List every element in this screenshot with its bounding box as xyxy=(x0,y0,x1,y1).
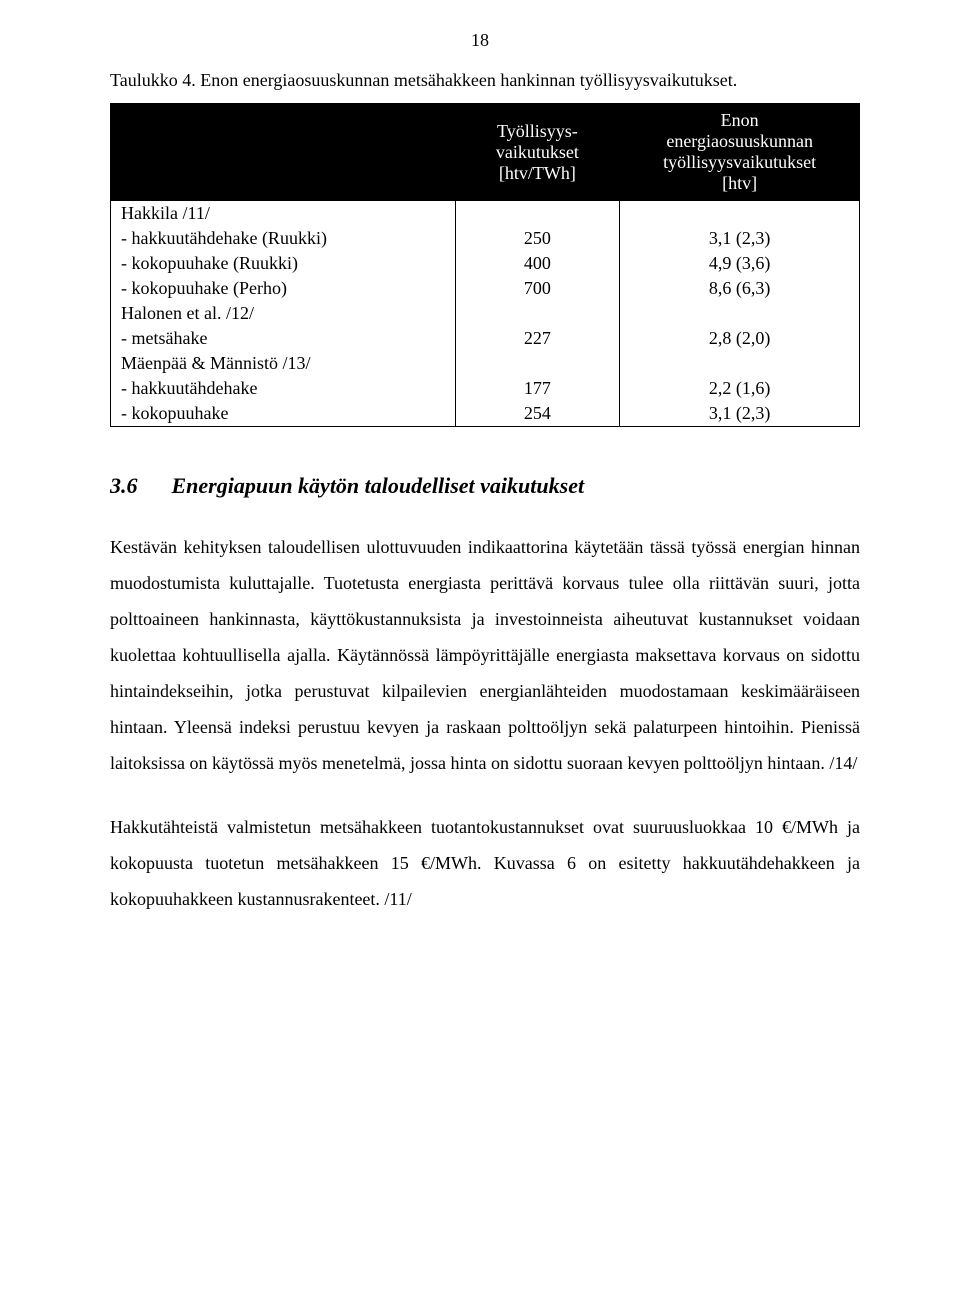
cell-right: 3,1 (2,3) xyxy=(620,401,860,427)
row-label: - kokopuuhake (Perho) xyxy=(111,276,456,301)
page-number: 18 xyxy=(471,30,489,51)
hdr-c3-l3: työllisyysvaikutukset xyxy=(663,152,816,172)
row-label: - kokopuuhake (Ruukki) xyxy=(111,251,456,276)
cell-mid: 177 xyxy=(455,376,620,401)
cell-right: 2,2 (1,6) xyxy=(620,376,860,401)
table-row: Mäenpää & Männistö /13/ xyxy=(111,351,860,376)
table-row: - kokopuuhake (Perho) 700 8,6 (6,3) xyxy=(111,276,860,301)
section-heading: 3.6 Energiapuun käytön taloudelliset vai… xyxy=(110,473,860,499)
cell-right: 2,8 (2,0) xyxy=(620,326,860,351)
table-header-col2: Työllisyys- vaikutukset [htv/TWh] xyxy=(455,104,620,201)
cell-mid xyxy=(455,351,620,376)
group-label: Hakkila /11/ xyxy=(111,201,456,227)
cell-right: 8,6 (6,3) xyxy=(620,276,860,301)
row-label: - metsähake xyxy=(111,326,456,351)
cell-mid xyxy=(455,201,620,227)
hdr-c3-l1: Enon xyxy=(721,110,759,130)
table-row: - hakkuutähdehake 177 2,2 (1,6) xyxy=(111,376,860,401)
cell-mid: 250 xyxy=(455,226,620,251)
cell-right: 3,1 (2,3) xyxy=(620,226,860,251)
cell-mid: 254 xyxy=(455,401,620,427)
cell-right xyxy=(620,351,860,376)
group-label: Halonen et al. /12/ xyxy=(111,301,456,326)
table-row: - hakkuutähdehake (Ruukki) 250 3,1 (2,3) xyxy=(111,226,860,251)
cell-right xyxy=(620,201,860,227)
table-header-blank xyxy=(111,104,456,201)
table-caption: Taulukko 4. Enon energiaosuuskunnan mets… xyxy=(110,70,860,91)
cell-mid: 227 xyxy=(455,326,620,351)
table-row: - metsähake 227 2,8 (2,0) xyxy=(111,326,860,351)
cell-mid: 400 xyxy=(455,251,620,276)
body-paragraph: Kestävän kehityksen taloudellisen ulottu… xyxy=(110,529,860,781)
document-page: 18 Taulukko 4. Enon energiaosuuskunnan m… xyxy=(0,0,960,1306)
row-label: - hakkuutähdehake (Ruukki) xyxy=(111,226,456,251)
hdr-c3-l2: energiaosuuskunnan xyxy=(666,131,813,151)
cell-right: 4,9 (3,6) xyxy=(620,251,860,276)
table-row: Hakkila /11/ xyxy=(111,201,860,227)
table: Työllisyys- vaikutukset [htv/TWh] Enon e… xyxy=(110,103,860,427)
cell-right xyxy=(620,301,860,326)
row-label: - kokopuuhake xyxy=(111,401,456,427)
section-title: Energiapuun käytön taloudelliset vaikutu… xyxy=(172,473,585,498)
body-paragraph: Hakkutähteistä valmistetun metsähakkeen … xyxy=(110,809,860,917)
hdr-c2-l3: [htv/TWh] xyxy=(499,163,576,183)
hdr-c2-l2: vaikutukset xyxy=(496,142,579,162)
table-row: - kokopuuhake (Ruukki) 400 4,9 (3,6) xyxy=(111,251,860,276)
table-header-col3: Enon energiaosuuskunnan työllisyysvaikut… xyxy=(620,104,860,201)
table-body: Hakkila /11/ - hakkuutähdehake (Ruukki) … xyxy=(111,201,860,427)
hdr-c3-l4: [htv] xyxy=(722,173,757,193)
section-number: 3.6 xyxy=(110,473,166,499)
table-row: - kokopuuhake 254 3,1 (2,3) xyxy=(111,401,860,427)
row-label: - hakkuutähdehake xyxy=(111,376,456,401)
hdr-c2-l1: Työllisyys- xyxy=(497,121,578,141)
cell-mid xyxy=(455,301,620,326)
table-row: Halonen et al. /12/ xyxy=(111,301,860,326)
cell-mid: 700 xyxy=(455,276,620,301)
group-label: Mäenpää & Männistö /13/ xyxy=(111,351,456,376)
